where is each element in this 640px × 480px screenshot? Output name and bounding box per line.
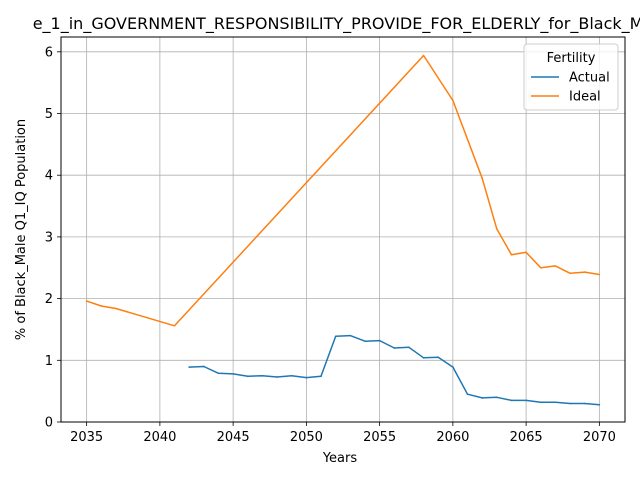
data-point-ideal: [452, 99, 454, 102]
data-point-actual: [393, 347, 396, 349]
data-point-actual: [525, 399, 527, 402]
data-point-actual: [569, 402, 571, 405]
x-tick-label: 2050: [290, 430, 323, 445]
legend-label-actual: Actual: [569, 71, 610, 86]
chart-title: e_1_in_GOVERNMENT_RESPONSIBILITY_PROVIDE…: [33, 14, 640, 34]
data-point-ideal: [539, 266, 542, 269]
y-axis-label: % of Black_Male Q1_IQ Population: [14, 119, 29, 340]
x-tick-label: 2045: [217, 430, 250, 445]
data-point-actual: [349, 334, 352, 337]
data-point-actual: [320, 375, 322, 378]
data-point-actual: [276, 376, 278, 378]
data-point-ideal: [115, 307, 117, 310]
data-point-actual: [334, 335, 337, 338]
data-point-ideal: [525, 251, 527, 254]
data-point-ideal: [510, 253, 513, 256]
legend-title: Fertility: [547, 51, 596, 66]
data-point-actual: [496, 396, 498, 399]
y-tick-label: 4: [45, 169, 53, 184]
data-point-ideal: [554, 265, 557, 267]
series-line-actual: [189, 334, 600, 406]
data-point-ideal: [422, 54, 425, 57]
legend-box: [523, 43, 619, 111]
data-point-actual: [188, 366, 190, 368]
data-point-actual: [452, 366, 454, 368]
x-tick-label: 2035: [70, 430, 103, 445]
y-axis-ticks: 0 1 2 3 4 5 6: [45, 45, 61, 431]
data-point-actual: [466, 393, 469, 396]
data-point-ideal: [173, 324, 176, 327]
y-tick-label: 5: [45, 107, 53, 122]
x-axis-label: Years: [322, 451, 358, 466]
x-tick-label: 2060: [436, 430, 469, 445]
y-tick-label: 3: [45, 230, 53, 245]
data-point-actual: [422, 357, 425, 359]
data-point-actual: [290, 374, 293, 377]
data-point-actual: [408, 346, 410, 349]
legend-label-ideal: Ideal: [569, 90, 601, 105]
data-point-ideal: [598, 273, 601, 276]
data-point-ideal: [481, 177, 483, 180]
data-point-ideal: [583, 271, 586, 273]
data-point-ideal: [569, 272, 571, 275]
x-tick-label: 2040: [143, 430, 176, 445]
data-point-actual: [232, 373, 234, 375]
series-line-ideal: [86, 54, 600, 327]
x-axis-ticks: 2035 2040 2045 2050 2055 2060 2065 2070: [70, 422, 616, 445]
data-point-actual: [305, 376, 308, 379]
data-point-actual: [437, 356, 440, 359]
data-point-actual: [203, 365, 205, 368]
x-tick-label: 2065: [510, 430, 543, 445]
data-point-actual: [598, 403, 601, 406]
legend: Fertility Actual Ideal: [523, 43, 619, 111]
data-point-actual: [583, 402, 586, 405]
data-point-actual: [554, 401, 557, 404]
data-point-ideal: [85, 300, 88, 302]
data-point-actual: [539, 401, 542, 404]
x-tick-label: 2070: [583, 430, 616, 445]
data-point-ideal: [496, 228, 498, 230]
data-point-actual: [217, 372, 220, 375]
data-point-actual: [364, 340, 366, 342]
data-point-actual: [510, 399, 513, 402]
data-point-actual: [378, 339, 381, 342]
data-point-actual: [481, 397, 483, 399]
y-tick-label: 0: [45, 416, 53, 431]
y-tick-label: 2: [45, 292, 53, 307]
y-tick-label: 1: [45, 354, 53, 369]
y-tick-label: 6: [45, 45, 53, 60]
x-tick-label: 2055: [363, 430, 396, 445]
series-lines: [85, 54, 601, 406]
data-point-ideal: [100, 305, 103, 307]
data-point-actual: [246, 375, 249, 378]
data-point-actual: [261, 374, 264, 377]
plot-frame: [60, 36, 626, 423]
